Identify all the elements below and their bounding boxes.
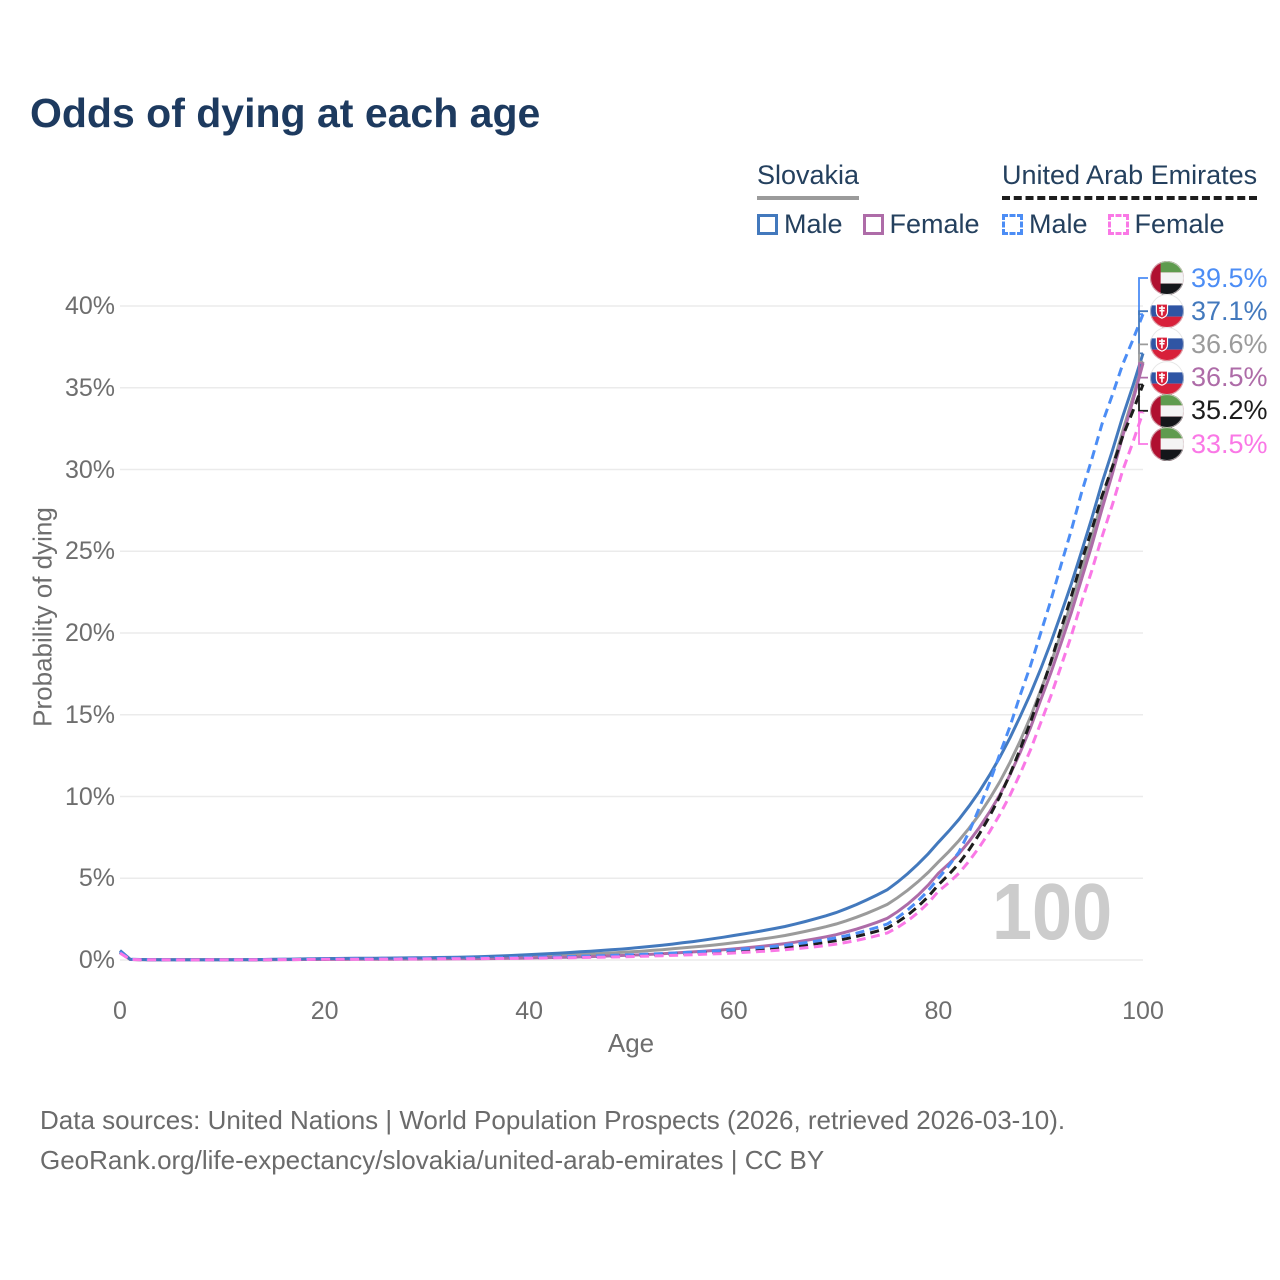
legend-item-label: Female (1134, 209, 1225, 239)
legend-group-united-arab-emirates: United Arab Emirates Male Female (1002, 160, 1258, 240)
end-label-value: 33.5% (1191, 428, 1268, 459)
y-tick-label: 25% (64, 537, 115, 566)
dashed-square-icon (1002, 214, 1023, 235)
series-line-uae-male[interactable] (119, 313, 1145, 962)
dashed-square-icon (1107, 214, 1129, 235)
end-label-connector (1138, 343, 1148, 363)
y-tick-label: 40% (64, 292, 115, 320)
end-label-uae-both: 35.2% (1150, 393, 1268, 428)
legend-item-united-arab-emirates-female[interactable]: Female (1107, 209, 1225, 240)
footer-data-sources: Data sources: United Nations | World Pop… (40, 1105, 1066, 1135)
uae-flag-icon (1150, 261, 1184, 295)
y-tick-label: 0% (78, 946, 115, 974)
slovakia-flag-icon (1150, 294, 1184, 329)
end-label-connector (1138, 362, 1148, 379)
y-tick-label: 15% (64, 700, 115, 729)
end-label-connector (1138, 383, 1148, 412)
x-tick-label: 20 (310, 997, 339, 1025)
footer-attribution: GeoRank.org/life-expectancy/slovakia/uni… (40, 1145, 825, 1175)
legend-items-united-arab-emirates: Male Female (1002, 209, 1257, 240)
end-label-value: 36.5% (1191, 362, 1268, 393)
uae-flag-icon (1150, 393, 1184, 428)
solid-square-icon (862, 214, 884, 235)
legend-item-label: Male (784, 209, 843, 239)
legend-item-slovakia-female[interactable]: Female (862, 209, 980, 240)
uae-flag-icon (1150, 427, 1184, 461)
y-tick-label: 10% (64, 782, 115, 811)
end-label-svk-female: 36.5% (1150, 360, 1268, 395)
legend-items-slovakia: Male Female (757, 209, 980, 240)
legend-item-united-arab-emirates-male[interactable]: Male (1002, 209, 1088, 240)
x-tick-label: 0 (113, 997, 127, 1025)
end-label-connector (1138, 277, 1148, 316)
legend-country-slovakia: Slovakia (757, 160, 860, 200)
age-counter-watermark: 100 (992, 867, 1113, 956)
x-tick-label: 80 (924, 997, 953, 1025)
end-label-uae-female: 33.5% (1150, 427, 1268, 461)
x-tick-label: 40 (515, 997, 544, 1025)
legend-item-label: Female (889, 209, 980, 239)
end-label-svk-male: 37.1% (1150, 294, 1268, 329)
y-tick-label: 30% (64, 455, 115, 484)
legend-item-label: Male (1029, 209, 1088, 239)
slovakia-flag-icon (1150, 327, 1184, 362)
end-label-connector (1138, 411, 1148, 445)
slovakia-flag-icon (1150, 360, 1184, 395)
y-tick-label: 20% (64, 619, 115, 647)
solid-square-icon (757, 214, 778, 235)
end-label-value: 36.6% (1191, 328, 1268, 359)
series-line-svk-both[interactable] (119, 361, 1145, 962)
legend-country-united-arab-emirates: United Arab Emirates (1002, 160, 1258, 200)
x-tick-label: 100 (1122, 997, 1164, 1025)
legend-item-slovakia-male[interactable]: Male (757, 209, 843, 240)
end-label-value: 35.2% (1191, 395, 1268, 426)
page-title: Odds of dying at each age (30, 90, 541, 136)
series-line-uae-both[interactable] (119, 383, 1145, 962)
end-label-value: 37.1% (1191, 295, 1268, 326)
x-axis-title: Age (607, 1028, 655, 1058)
y-tick-label: 5% (78, 864, 115, 893)
end-label-uae-male: 39.5% (1150, 261, 1268, 295)
end-label-value: 39.5% (1191, 262, 1268, 293)
series-line-svk-male[interactable] (119, 352, 1145, 962)
end-label-svk-both: 36.6% (1150, 327, 1268, 362)
end-label-connector (1138, 310, 1148, 355)
x-tick-label: 60 (719, 997, 748, 1025)
legend-group-slovakia: Slovakia Male Female (757, 160, 980, 240)
y-tick-label: 35% (64, 373, 115, 402)
series-line-uae-female[interactable] (119, 411, 1145, 962)
series-line-svk-female[interactable] (119, 362, 1145, 962)
